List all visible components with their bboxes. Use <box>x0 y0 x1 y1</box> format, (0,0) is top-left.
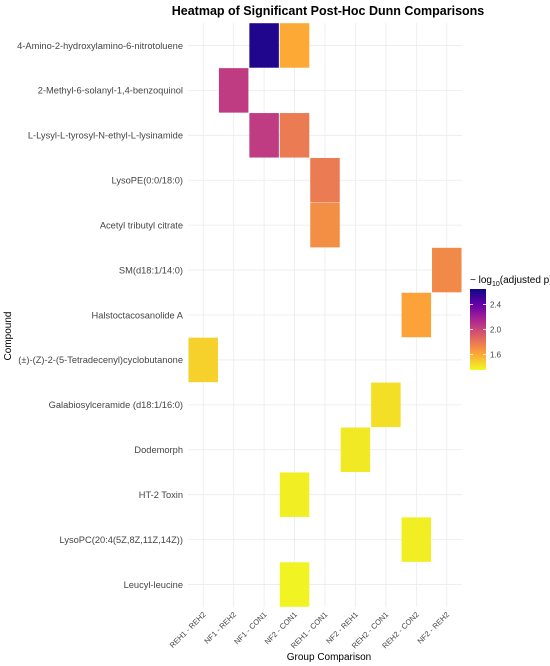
y-tick-label: Dodemorph <box>134 445 183 455</box>
color-legend: − log10(adjusted p) 2.4 2.0 1.6 <box>470 275 550 370</box>
heatmap-cell <box>340 427 371 473</box>
y-tick-label: Acetyl tributyl citrate <box>100 220 183 230</box>
chart-title: Heatmap of Significant Post-Hoc Dunn Com… <box>172 4 485 18</box>
heatmap-cell <box>279 113 310 158</box>
y-tick-label: 4-Amino-2-hydroxylamino-6-nitrotoluene <box>17 41 183 51</box>
legend-colorbar <box>470 289 486 370</box>
y-axis-title: Compound <box>3 312 14 361</box>
legend-tick-label: 2.4 <box>490 301 502 310</box>
heatmap-cell <box>279 562 310 607</box>
y-tick-label: Leucyl-leucine <box>124 580 183 590</box>
heatmap-cell <box>249 113 279 158</box>
y-tick-label: Galabiosylceramide (d18:1/16:0) <box>49 400 183 410</box>
heatmap-cell <box>279 23 310 68</box>
legend-title: − log10(adjusted p) <box>470 275 550 288</box>
y-tick-labels: 4-Amino-2-hydroxylamino-6-nitrotoluene 2-… <box>17 41 184 590</box>
y-tick-label: L-Lysyl-L-tyrosyl-N-ethyl-L-lysinamide <box>28 131 183 141</box>
heatmap-cell <box>310 202 340 248</box>
y-tick-label: 2-Methyl-6-solanyl-1,4-benzoquinol <box>38 86 183 96</box>
heatmap-cell <box>432 247 462 293</box>
y-tick-label: (±)-(Z)-2-(5-Tetradecenyl)cyclobutanone <box>18 355 183 365</box>
y-tick-label: LysoPE(0:0/18:0) <box>112 176 184 186</box>
heatmap-cell <box>218 68 249 113</box>
heatmap-cell <box>401 517 432 562</box>
legend-tick-label: 1.6 <box>490 350 502 359</box>
x-axis-title: Group Comparison <box>287 652 371 663</box>
y-tick-label: SM(d18:1/14:0) <box>119 265 183 275</box>
heatmap-cell <box>249 23 279 68</box>
heatmap-cell <box>310 157 340 203</box>
cell-layer <box>188 23 462 607</box>
y-tick-label: Halstoctacosanolide A <box>92 310 184 320</box>
y-tick-label: HT-2 Toxin <box>139 490 183 500</box>
heatmap-cell <box>188 337 218 383</box>
legend-ticks: 2.4 2.0 1.6 <box>470 301 502 359</box>
heatmap-cell <box>371 382 401 428</box>
y-tick-label: LysoPC(20:4(5Z,8Z,11Z,14Z)) <box>60 535 183 545</box>
legend-tick-label: 2.0 <box>490 326 502 335</box>
heatmap-cell <box>279 472 310 517</box>
heatmap-cell <box>401 292 432 338</box>
